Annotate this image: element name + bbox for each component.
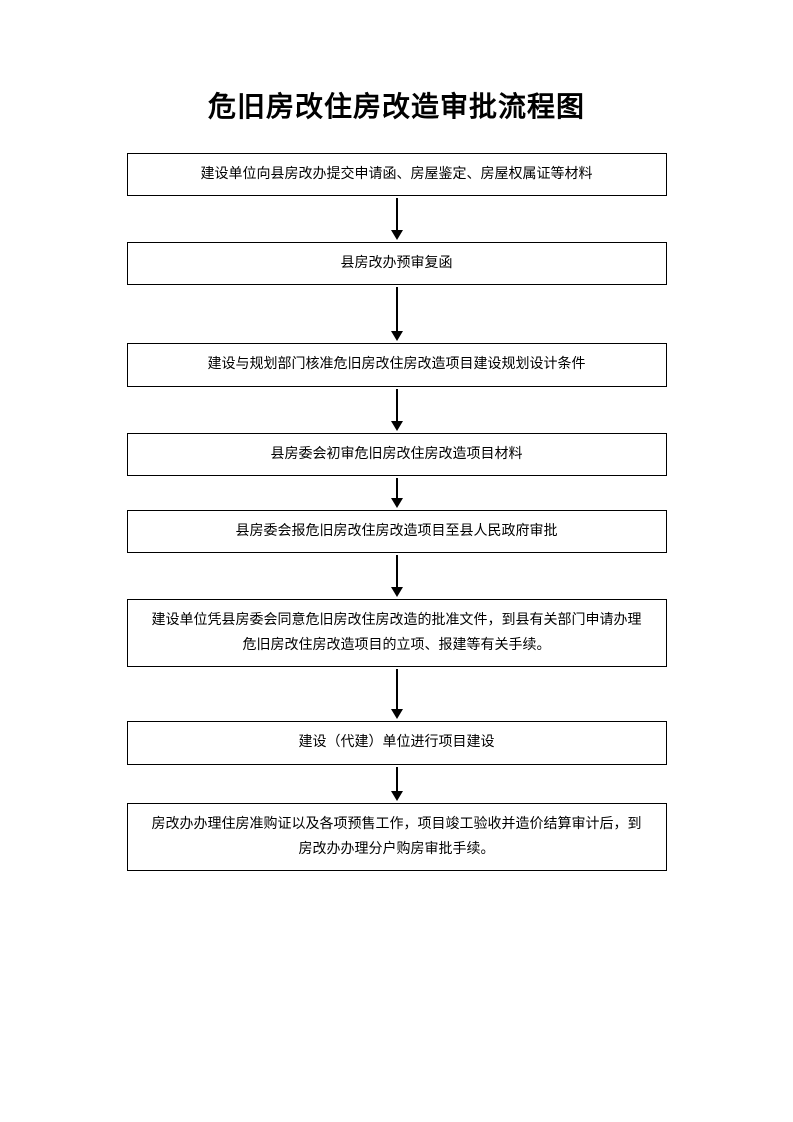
- arrow-head-icon: [391, 230, 403, 240]
- arrow-head-icon: [391, 709, 403, 719]
- flow-node-n3: 建设与规划部门核准危旧房改住房改造项目建设规划设计条件: [127, 343, 667, 386]
- arrow-head-icon: [391, 421, 403, 431]
- arrow-line: [396, 767, 398, 791]
- flow-arrow: [127, 198, 667, 240]
- arrow-line: [396, 198, 398, 230]
- flow-arrow: [127, 287, 667, 341]
- flow-arrow: [127, 555, 667, 597]
- flow-node-n1: 建设单位向县房改办提交申请函、房屋鉴定、房屋权属证等材料: [127, 153, 667, 196]
- arrow-head-icon: [391, 331, 403, 341]
- arrow-head-icon: [391, 587, 403, 597]
- arrow-line: [396, 389, 398, 421]
- flow-node-n8: 房改办办理住房准购证以及各项预售工作，项目竣工验收并造价结算审计后，到房改办办理…: [127, 803, 667, 871]
- flow-node-n5: 县房委会报危旧房改住房改造项目至县人民政府审批: [127, 510, 667, 553]
- arrow-line: [396, 287, 398, 331]
- flow-node-n7: 建设（代建）单位进行项目建设: [127, 721, 667, 764]
- arrow-line: [396, 555, 398, 587]
- flow-arrow: [127, 478, 667, 508]
- flow-node-n6: 建设单位凭县房委会同意危旧房改住房改造的批准文件，到县有关部门申请办理危旧房改住…: [127, 599, 667, 667]
- arrow-head-icon: [391, 791, 403, 801]
- flow-arrow: [127, 767, 667, 801]
- flow-arrow: [127, 669, 667, 719]
- flow-area: 建设单位向县房改办提交申请函、房屋鉴定、房屋权属证等材料县房改办预审复函建设与规…: [127, 153, 667, 871]
- arrow-line: [396, 478, 398, 498]
- flow-arrow: [127, 389, 667, 431]
- flow-node-n2: 县房改办预审复函: [127, 242, 667, 285]
- arrow-line: [396, 669, 398, 709]
- flowchart-container: 危旧房改住房改造审批流程图 建设单位向县房改办提交申请函、房屋鉴定、房屋权属证等…: [0, 0, 793, 871]
- arrow-head-icon: [391, 498, 403, 508]
- flow-node-n4: 县房委会初审危旧房改住房改造项目材料: [127, 433, 667, 476]
- page-title: 危旧房改住房改造审批流程图: [208, 85, 585, 125]
